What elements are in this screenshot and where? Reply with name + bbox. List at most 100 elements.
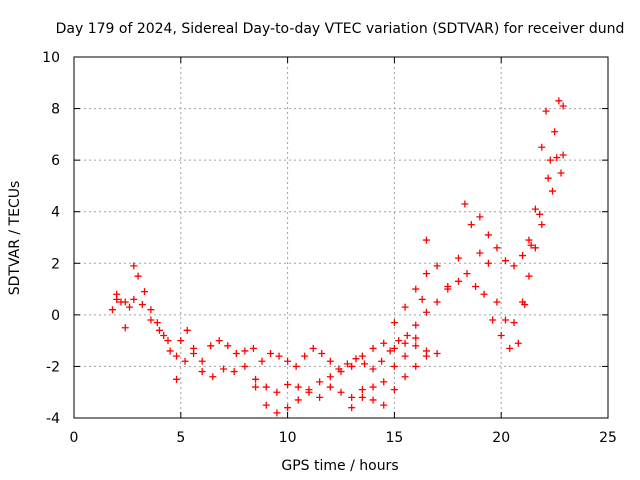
- data-point: [275, 352, 283, 360]
- data-point: [510, 319, 518, 327]
- x-tick-label: 20: [492, 430, 510, 446]
- data-point: [337, 388, 345, 396]
- data-point: [433, 262, 441, 270]
- data-point: [559, 102, 567, 110]
- y-tick-label: -4: [46, 411, 60, 427]
- data-point: [147, 306, 155, 314]
- data-point: [412, 334, 420, 342]
- data-point: [546, 156, 554, 164]
- data-point: [531, 205, 539, 213]
- y-tick-label: -2: [46, 359, 60, 375]
- data-point: [292, 362, 300, 370]
- data-point: [273, 409, 281, 417]
- data-point: [262, 401, 270, 409]
- data-point: [113, 295, 121, 303]
- data-point: [538, 143, 546, 151]
- data-point: [463, 270, 471, 278]
- data-point: [190, 350, 198, 358]
- data-point: [525, 272, 533, 280]
- data-point: [506, 344, 514, 352]
- y-tick-label: 0: [51, 308, 60, 324]
- data-point: [166, 347, 174, 355]
- data-point: [207, 342, 215, 350]
- data-point: [519, 252, 527, 260]
- data-point: [369, 344, 377, 352]
- data-point: [126, 303, 134, 311]
- data-point: [316, 393, 324, 401]
- data-point: [258, 357, 266, 365]
- data-point: [358, 393, 366, 401]
- plot-frame: [73, 56, 609, 419]
- data-point: [348, 393, 356, 401]
- data-point: [249, 344, 257, 352]
- data-point: [358, 386, 366, 394]
- data-point: [337, 368, 345, 376]
- data-point: [284, 380, 292, 388]
- y-tick-label: 4: [51, 205, 60, 221]
- data-point: [531, 244, 539, 252]
- data-point: [224, 342, 232, 350]
- x-tick-label: 0: [70, 430, 79, 446]
- y-tick-label: 10: [42, 50, 60, 66]
- data-point: [252, 383, 260, 391]
- data-point: [476, 213, 484, 221]
- data-point: [230, 368, 238, 376]
- data-point: [484, 231, 492, 239]
- data-point: [294, 396, 302, 404]
- x-tick-labels: 0 5 10 15 20 25: [70, 430, 617, 446]
- data-point: [544, 174, 552, 182]
- data-point: [412, 321, 420, 329]
- data-point: [390, 344, 398, 352]
- data-point: [380, 339, 388, 347]
- data-point: [401, 352, 409, 360]
- x-tick-label: 15: [385, 430, 403, 446]
- data-point: [395, 337, 403, 345]
- data-point: [380, 401, 388, 409]
- data-point: [412, 362, 420, 370]
- data-point: [198, 357, 206, 365]
- x-axis-label: GPS time / hours: [281, 458, 398, 474]
- data-point: [273, 388, 281, 396]
- data-point: [401, 303, 409, 311]
- data-point: [386, 347, 394, 355]
- y-axis-label: SDTVAR / TECUs: [7, 181, 23, 296]
- data-point: [181, 357, 189, 365]
- data-point: [484, 259, 492, 267]
- data-point: [378, 357, 386, 365]
- data-point: [472, 282, 480, 290]
- data-point: [173, 375, 181, 383]
- data-point: [422, 270, 430, 278]
- chart-title: Day 179 of 2024, Sidereal Day-to-day VTE…: [56, 21, 625, 37]
- data-point: [326, 373, 334, 381]
- data-point: [326, 383, 334, 391]
- data-point: [536, 210, 544, 218]
- data-point: [173, 352, 181, 360]
- data-point: [510, 262, 518, 270]
- data-point: [284, 357, 292, 365]
- data-point: [160, 331, 168, 339]
- data-point: [444, 282, 452, 290]
- data-point: [252, 375, 260, 383]
- y-tick-labels: -4 -2 0 2 4 6 8 10: [42, 50, 60, 427]
- data-point: [467, 221, 475, 229]
- data-point: [177, 337, 185, 345]
- x-tick-label: 10: [279, 430, 297, 446]
- data-point: [301, 352, 309, 360]
- data-point: [209, 373, 217, 381]
- data-point: [454, 254, 462, 262]
- data-point: [305, 386, 313, 394]
- data-point: [461, 200, 469, 208]
- data-point: [433, 298, 441, 306]
- data-point: [241, 362, 249, 370]
- data-point: [232, 350, 240, 358]
- data-point: [433, 350, 441, 358]
- data-point: [412, 285, 420, 293]
- data-point: [121, 298, 129, 306]
- data-point: [390, 319, 398, 327]
- data-point: [348, 404, 356, 412]
- data-point: [422, 236, 430, 244]
- data-point: [493, 298, 501, 306]
- data-point: [147, 316, 155, 324]
- data-point: [134, 272, 142, 280]
